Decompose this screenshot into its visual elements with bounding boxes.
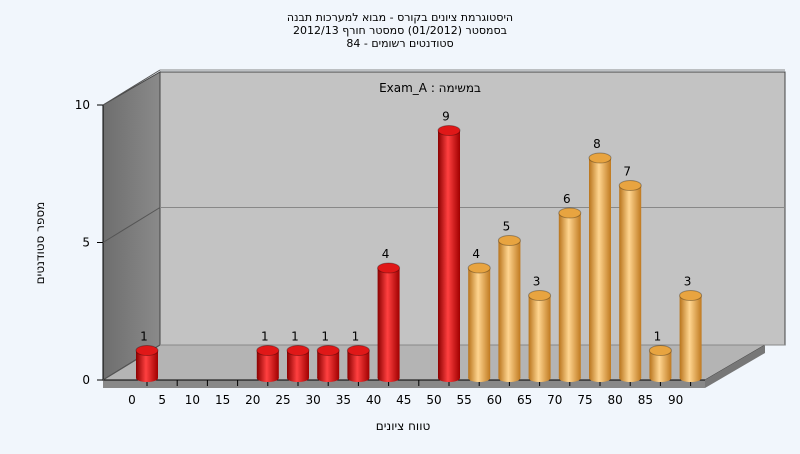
floor-edge	[103, 380, 705, 388]
grid-line	[102, 207, 161, 243]
x-axis-label: טווח ציונים	[376, 419, 431, 433]
value-label: 9	[442, 110, 450, 124]
x-tick-label: 45	[396, 393, 411, 407]
bar-top	[558, 207, 582, 219]
x-tick-label: 60	[487, 393, 502, 407]
bar-top	[316, 345, 340, 356]
bar-bottom	[528, 374, 551, 382]
bar-bottom	[558, 374, 581, 382]
value-label: 4	[472, 247, 480, 261]
bar	[347, 350, 370, 378]
bar-top	[618, 180, 642, 191]
bar	[589, 158, 611, 378]
value-label: 6	[563, 192, 571, 206]
value-label: 4	[382, 247, 390, 261]
bar-bottom	[136, 374, 158, 382]
bar	[619, 185, 642, 378]
bar-bottom	[317, 374, 340, 382]
x-tick-label: 35	[336, 393, 351, 407]
bar-top	[648, 345, 672, 356]
x-tick-label: 55	[457, 393, 472, 407]
left-wall	[102, 71, 161, 381]
bar-top	[679, 290, 703, 301]
bar-top	[346, 345, 370, 356]
x-tick-label: 40	[366, 393, 381, 407]
bar-top	[437, 125, 461, 136]
bar	[679, 295, 702, 378]
bar	[377, 268, 400, 378]
x-tick-label: 20	[245, 393, 260, 407]
bar-bottom	[619, 374, 642, 382]
x-tick-label: 75	[577, 393, 592, 407]
x-tick-label: 85	[638, 393, 653, 407]
value-label: 1	[654, 330, 662, 344]
y-tick-label: 0	[82, 373, 90, 387]
bar-top	[467, 262, 491, 274]
value-label: 1	[321, 330, 329, 344]
grid-line	[102, 69, 161, 106]
bar-top	[497, 235, 521, 246]
value-label: 1	[261, 330, 269, 344]
x-tick-label: 5	[158, 393, 166, 407]
bar-top	[528, 290, 552, 301]
y-tick-label: 10	[75, 98, 90, 112]
x-tick-label: 90	[668, 393, 683, 407]
bar-top	[286, 345, 310, 356]
x-tick-label: 50	[426, 393, 441, 407]
bar	[317, 350, 340, 378]
value-label: 3	[533, 275, 541, 289]
bar	[438, 130, 460, 378]
title-line: בסמסטר (01/2012) סמסטר חורף 2012/13	[293, 24, 507, 37]
floor-side	[705, 345, 765, 388]
value-label: 8	[593, 137, 601, 151]
value-label: 3	[684, 275, 692, 289]
bar-bottom	[498, 374, 521, 382]
bar	[468, 268, 491, 378]
bar-top	[135, 345, 159, 356]
subtitle: Exam_A : במשימה	[379, 81, 481, 95]
bar	[136, 350, 158, 378]
value-label: 1	[140, 330, 148, 344]
x-tick-label: 70	[547, 393, 562, 407]
y-tick-label: 5	[82, 236, 90, 250]
bar	[558, 213, 581, 378]
bar-top	[588, 152, 612, 164]
bar-bottom	[256, 374, 279, 382]
bar-bottom	[347, 374, 370, 382]
bar-bottom	[377, 374, 400, 382]
x-tick-label: 30	[306, 393, 321, 407]
title-line: היסטוגרמת ציונים בקורס - מבוא למערכות תב…	[287, 11, 513, 24]
bar-top	[256, 345, 280, 356]
x-tick-label: 0	[128, 393, 136, 407]
value-label: 5	[503, 220, 511, 234]
value-label: 1	[352, 330, 360, 344]
value-label: 1	[291, 330, 299, 344]
title-line: סטודנטים רשומים - 84	[346, 37, 453, 50]
bar-bottom	[649, 374, 672, 382]
bar	[287, 350, 309, 378]
x-tick-label: 80	[608, 393, 623, 407]
x-tick-label: 25	[275, 393, 290, 407]
y-axis-label: מספר סטודנטים	[33, 202, 47, 285]
bar	[528, 295, 551, 378]
bar	[256, 350, 279, 378]
x-tick-label: 65	[517, 393, 532, 407]
bar-bottom	[438, 374, 460, 382]
bar-bottom	[287, 374, 309, 382]
bar-bottom	[468, 374, 491, 382]
bar	[498, 240, 521, 378]
bar-top	[377, 262, 401, 274]
bar-bottom	[589, 374, 611, 382]
bar	[649, 350, 672, 378]
bar-bottom	[679, 374, 702, 382]
value-label: 7	[623, 165, 631, 179]
x-tick-label: 15	[215, 393, 230, 407]
x-tick-label: 10	[185, 393, 200, 407]
